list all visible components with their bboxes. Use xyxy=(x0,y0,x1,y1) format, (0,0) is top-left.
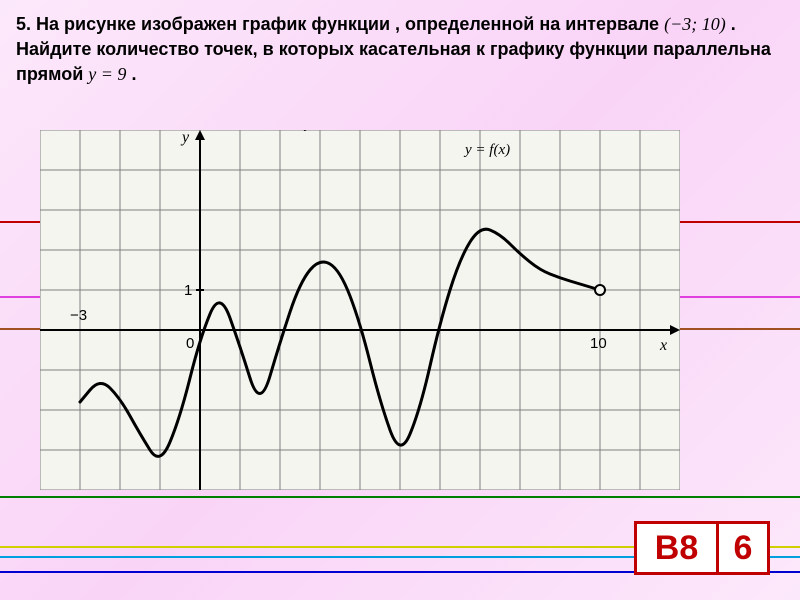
chart: y x 0 1 −3 10 y = f(x) y = 9 xyxy=(40,130,680,490)
answer-box: B8 6 xyxy=(634,521,770,575)
svg-text:0: 0 xyxy=(186,335,194,352)
svg-text:−3: −3 xyxy=(70,307,87,324)
problem-part1: На рисунке изображен график функции , оп… xyxy=(36,14,659,34)
problem-text: 5. На рисунке изображен график функции ,… xyxy=(0,0,800,96)
answer-label: B8 xyxy=(634,521,716,575)
answer-value: 6 xyxy=(716,521,770,575)
svg-text:1: 1 xyxy=(184,282,192,299)
svg-text:y: y xyxy=(180,130,190,146)
problem-number: 5. xyxy=(16,14,31,34)
svg-text:y = 9: y = 9 xyxy=(303,130,335,132)
svg-text:x: x xyxy=(659,337,667,354)
svg-text:y = f(x): y = f(x) xyxy=(463,142,510,158)
problem-equation: y = 9 xyxy=(88,64,126,84)
guide-line xyxy=(0,496,800,498)
problem-period: . xyxy=(131,64,136,84)
svg-text:10: 10 xyxy=(590,335,607,352)
problem-interval: (−3; 10) xyxy=(664,14,726,34)
